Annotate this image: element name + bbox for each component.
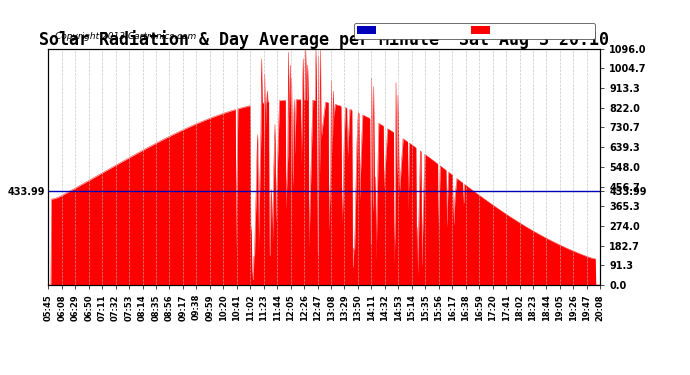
Title: Solar Radiation & Day Average per Minute  Sat Aug 3 20:10: Solar Radiation & Day Average per Minute… (39, 30, 609, 49)
Legend: Median (w/m2), Radiation (w/m2): Median (w/m2), Radiation (w/m2) (354, 23, 595, 39)
Text: Copyright 2013 Cartronics.com: Copyright 2013 Cartronics.com (55, 32, 197, 41)
